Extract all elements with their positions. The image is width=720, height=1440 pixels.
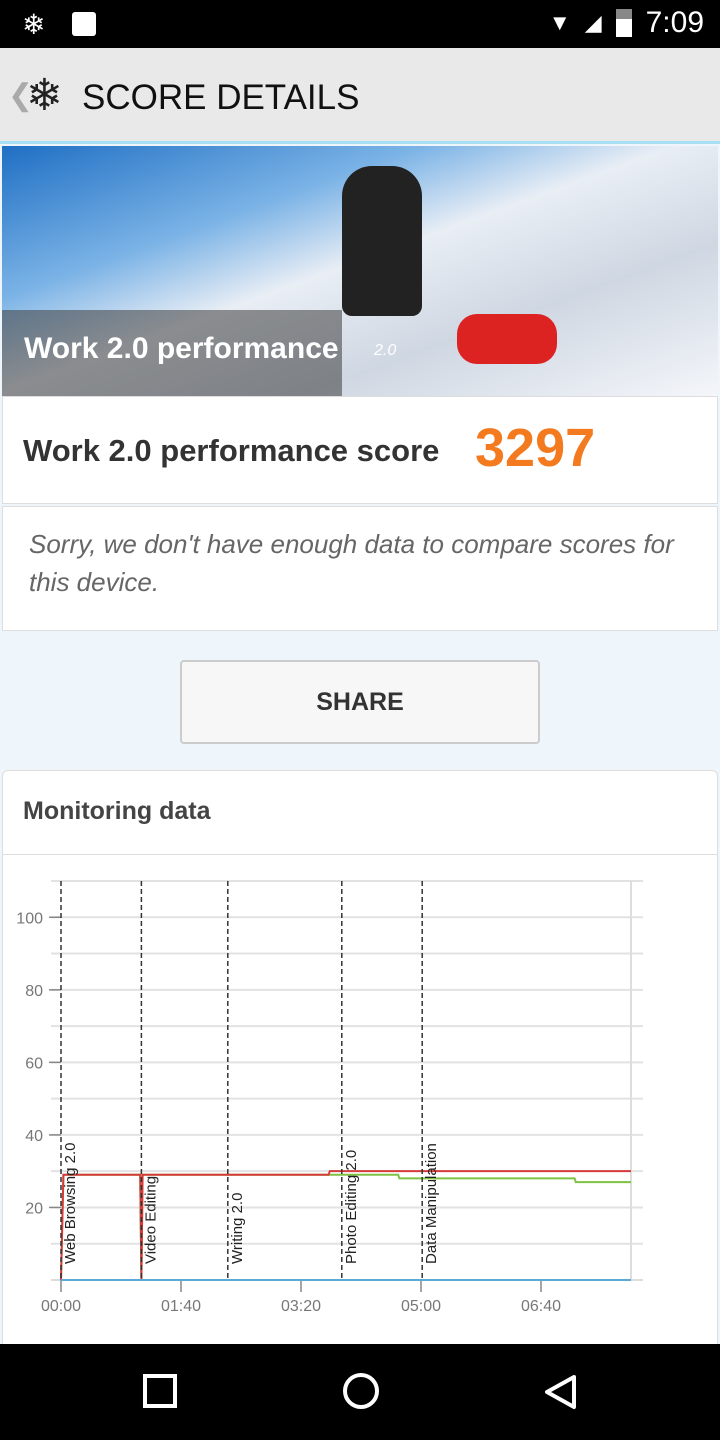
- score-value: 3297: [475, 418, 596, 478]
- hero-title: Work 2.0 performance: [24, 332, 339, 365]
- y-tick-label: 100: [16, 910, 43, 927]
- phase-marker-label: Photo Editing 2.0: [343, 1150, 360, 1264]
- phase-marker-label: Web Browsing 2.0: [62, 1143, 79, 1264]
- app-bar: ❮ ❄ SCORE DETAILS: [0, 48, 720, 144]
- monitoring-title: Monitoring data: [3, 771, 717, 855]
- hero-band: [2, 310, 342, 396]
- recents-button[interactable]: [143, 1374, 177, 1408]
- share-button[interactable]: SHARE: [180, 660, 540, 744]
- hero-version: 2.0: [374, 342, 397, 359]
- x-tick-label: 01:40: [161, 1298, 201, 1315]
- skier-image: [342, 166, 422, 316]
- y-tick-label: 20: [25, 1200, 43, 1217]
- monitoring-card: Monitoring data 20 40 60 80 100 00:00 01:40 03:…: [2, 770, 718, 1345]
- y-tick-label: 80: [25, 983, 43, 1000]
- y-tick-label: 40: [25, 1128, 43, 1145]
- hero-image: Work 2.0 performance 2.0: [2, 146, 718, 396]
- clock: 7:09: [645, 6, 704, 39]
- nav-bar: [0, 1344, 720, 1440]
- compare-notice: Sorry, we don't have enough data to comp…: [2, 506, 718, 631]
- wifi-icon: ▼: [548, 10, 571, 35]
- page-title: SCORE DETAILS: [82, 78, 360, 117]
- status-bar: ❄ ▼ ◢ 7:09: [0, 0, 720, 48]
- phase-marker-label: Data Manipulation: [423, 1143, 440, 1264]
- snowflake-logo-icon[interactable]: ❄: [26, 71, 63, 120]
- x-tick-label: 05:00: [401, 1298, 441, 1315]
- home-button[interactable]: [341, 1371, 381, 1411]
- x-tick-label: 03:20: [281, 1298, 321, 1315]
- snowflake-icon: ❄: [22, 9, 46, 40]
- image-icon: [72, 12, 96, 36]
- monitoring-chart: 20 40 60 80 100 00:00 01:40 03:20 05:00 06:40 Web …: [16, 880, 643, 1315]
- score-label: Work 2.0 performance score: [23, 433, 440, 468]
- x-tick-label: 06:40: [521, 1298, 561, 1315]
- back-button[interactable]: [542, 1374, 578, 1410]
- x-tick-label: 00:00: [41, 1298, 81, 1315]
- phase-marker-label: Video Editing: [142, 1176, 159, 1264]
- y-tick-label: 60: [25, 1055, 43, 1072]
- sled-image: [457, 314, 557, 364]
- signal-icon: ◢: [584, 10, 602, 35]
- battery-icon: [615, 9, 632, 37]
- score-card: Work 2.0 performance score 3297: [2, 396, 718, 504]
- phase-marker-label: Writing 2.0: [229, 1193, 246, 1264]
- back-icon[interactable]: ❮: [8, 79, 34, 112]
